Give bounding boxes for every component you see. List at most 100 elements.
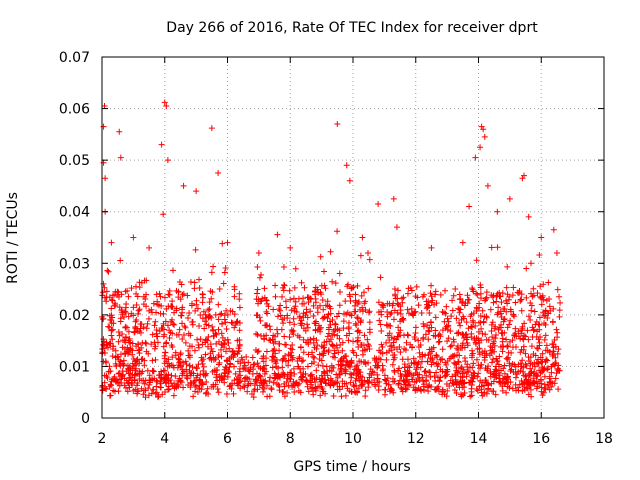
data-point bbox=[117, 154, 124, 161]
data-point bbox=[506, 195, 513, 202]
data-point bbox=[111, 303, 118, 310]
data-point bbox=[212, 381, 219, 388]
data-point bbox=[317, 324, 324, 331]
data-point bbox=[535, 336, 542, 343]
data-point bbox=[295, 363, 301, 370]
data-point bbox=[517, 349, 524, 356]
data-point bbox=[492, 366, 499, 373]
data-point bbox=[204, 343, 211, 350]
data-point bbox=[333, 371, 340, 378]
data-point bbox=[340, 318, 347, 325]
data-point bbox=[224, 239, 231, 246]
data-point bbox=[191, 382, 198, 389]
data-point bbox=[435, 383, 442, 390]
data-point bbox=[354, 314, 361, 321]
y-axis-label: ROTI / TECUs bbox=[5, 192, 21, 284]
data-point bbox=[237, 377, 244, 384]
data-point bbox=[126, 349, 133, 356]
data-point bbox=[214, 385, 221, 392]
data-point bbox=[193, 301, 200, 308]
data-point bbox=[469, 317, 476, 324]
data-point bbox=[442, 287, 449, 294]
data-point bbox=[437, 374, 444, 381]
data-point bbox=[449, 297, 456, 304]
data-point bbox=[411, 334, 418, 341]
data-point bbox=[544, 366, 551, 373]
data-point bbox=[295, 387, 302, 394]
data-point bbox=[166, 291, 173, 298]
data-point bbox=[104, 374, 111, 381]
data-point bbox=[350, 370, 357, 377]
data-point bbox=[209, 326, 216, 333]
data-point bbox=[216, 285, 223, 292]
data-point bbox=[247, 380, 254, 387]
data-point bbox=[319, 296, 326, 303]
data-point bbox=[495, 304, 502, 311]
data-point bbox=[362, 387, 369, 394]
data-point bbox=[484, 367, 491, 374]
data-point bbox=[322, 390, 329, 397]
data-point bbox=[343, 358, 350, 365]
data-point bbox=[319, 385, 326, 392]
data-point bbox=[412, 293, 419, 300]
data-point bbox=[523, 294, 530, 301]
data-point bbox=[169, 316, 176, 323]
data-point bbox=[535, 356, 542, 363]
data-point bbox=[402, 381, 409, 388]
data-point bbox=[359, 308, 366, 315]
data-point bbox=[383, 356, 390, 363]
data-point bbox=[263, 297, 270, 304]
data-point bbox=[518, 330, 525, 337]
data-point bbox=[254, 263, 261, 270]
data-point bbox=[184, 292, 191, 299]
data-point bbox=[172, 373, 179, 380]
data-point bbox=[299, 377, 306, 384]
data-point bbox=[277, 312, 284, 319]
data-point bbox=[464, 292, 471, 299]
data-point bbox=[543, 356, 550, 363]
data-point bbox=[170, 267, 177, 274]
data-point bbox=[457, 373, 464, 380]
data-point bbox=[277, 302, 284, 309]
data-point bbox=[332, 280, 339, 287]
data-point bbox=[100, 341, 107, 348]
data-point bbox=[168, 342, 175, 349]
data-point bbox=[261, 378, 268, 385]
data-point bbox=[142, 296, 149, 303]
data-point bbox=[313, 337, 320, 344]
data-point bbox=[334, 121, 341, 128]
y-tick-label: 0.03 bbox=[59, 256, 90, 272]
data-point bbox=[172, 383, 179, 390]
data-point bbox=[229, 382, 236, 389]
data-point bbox=[366, 308, 373, 315]
data-point bbox=[220, 280, 227, 287]
data-point bbox=[461, 302, 468, 309]
data-point bbox=[303, 339, 310, 346]
data-point bbox=[361, 289, 368, 296]
data-point bbox=[358, 381, 365, 388]
data-point bbox=[192, 388, 199, 395]
data-point bbox=[345, 337, 352, 344]
data-point bbox=[180, 182, 187, 189]
data-point bbox=[312, 326, 319, 333]
data-point bbox=[201, 325, 208, 332]
data-point bbox=[227, 361, 234, 368]
data-point bbox=[129, 340, 136, 347]
data-point bbox=[427, 355, 434, 362]
data-point bbox=[249, 354, 256, 361]
data-point bbox=[350, 382, 357, 389]
data-point bbox=[420, 383, 427, 390]
data-point bbox=[281, 371, 288, 378]
data-point bbox=[509, 292, 516, 299]
data-point bbox=[332, 320, 339, 327]
data-point bbox=[170, 392, 177, 399]
data-point bbox=[354, 328, 361, 335]
data-point bbox=[264, 300, 271, 307]
data-point bbox=[511, 332, 518, 339]
data-point bbox=[261, 336, 268, 343]
data-point bbox=[105, 268, 112, 275]
data-point bbox=[190, 370, 197, 377]
data-point bbox=[513, 387, 520, 394]
data-point bbox=[141, 362, 148, 369]
data-point bbox=[280, 264, 287, 271]
